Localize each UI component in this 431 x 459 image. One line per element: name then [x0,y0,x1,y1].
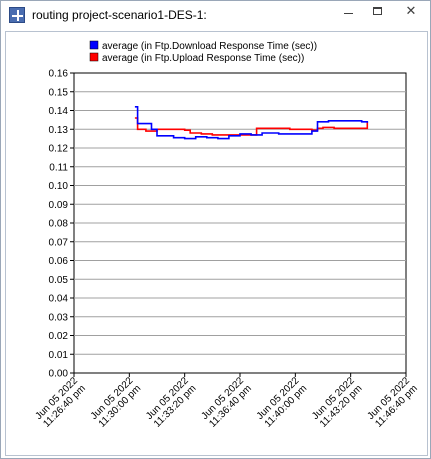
legend-swatch [89,40,99,50]
plot-series [134,106,369,140]
y-tick-label: 0.07 [49,237,69,248]
line-chart: average (in Ftp.Download Response Time (… [33,40,420,430]
minimize-button[interactable] [334,1,363,21]
legend-label: average (in Ftp.Upload Response Time (se… [102,53,304,64]
y-tick-label: 0.06 [49,256,69,267]
y-tick-label: 0.04 [49,294,69,305]
minimize-icon [344,12,353,14]
chart-area: average (in Ftp.Download Response Time (… [5,31,428,456]
y-tick-label: 0.10 [49,181,69,192]
plot-window-icon [9,7,25,23]
close-icon: ✕ [405,3,417,18]
legend-label: average (in Ftp.Download Response Time (… [102,41,317,52]
y-tick-label: 0.09 [49,200,69,211]
window-title: routing project-scenario1-DES-1: [32,8,207,22]
legend-swatch [89,52,99,62]
y-tick-label: 0.03 [49,312,69,323]
y-tick-label: 0.02 [49,331,69,342]
y-tick-label: 0.15 [49,87,69,98]
title-bar[interactable]: routing project-scenario1-DES-1: ✕ [1,1,430,31]
y-tick-label: 0.00 [49,369,69,380]
maximize-button[interactable] [363,1,392,21]
y-tick-label: 0.14 [49,106,69,117]
y-tick-label: 0.05 [49,275,69,286]
y-tick-label: 0.13 [49,125,69,136]
chart-legend: average (in Ftp.Download Response Time (… [89,40,317,64]
y-tick-label: 0.12 [49,144,69,155]
y-axis: 0.16 0.15 0.14 0.13 0.12 0.11 0.10 0.09 0.08 0.07… [49,69,74,380]
y-tick-label: 0.11 [49,162,68,173]
y-tick-label: 0.08 [49,219,69,230]
chart-gridlines [73,72,407,374]
y-tick-label: 0.16 [49,69,69,80]
maximize-icon [373,7,382,15]
close-button[interactable]: ✕ [394,1,428,21]
series-line-download [134,106,369,140]
y-tick-label: 0.01 [49,350,69,361]
